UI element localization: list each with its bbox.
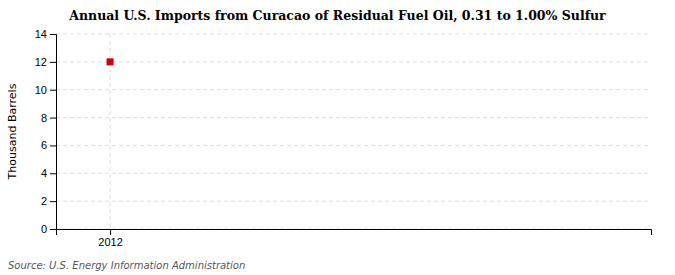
tick: 10 [35,84,56,96]
marks [107,58,114,65]
tick-label: 8 [41,112,47,124]
axis-line [57,230,652,236]
title: Annual U.S. Imports from Curacao of Resi… [68,8,606,23]
x-axis: 2012 [57,229,652,248]
tick-label: 0 [41,223,47,235]
tick: 12 [35,56,56,68]
plot: 2012 0 2 4 6 8 10 12 14 [35,28,652,248]
y-axis-title: Thousand Barrels [6,83,19,180]
tick-mark [50,34,56,35]
tick-label: 12 [35,56,47,68]
y-axis: 0 2 4 6 8 10 12 14 [35,28,57,235]
tick-mark [50,90,56,91]
tick-mark [50,173,56,174]
source-note: Source: U.S. Energy Information Administ… [8,260,245,271]
tick-mark [50,201,56,202]
grid-line [56,117,651,118]
grid [56,34,651,229]
tick: 0 [41,223,56,235]
tick-label: 4 [41,167,47,179]
tick-label: 6 [41,139,47,151]
grid-line [56,201,651,202]
tick: 2012 [98,229,122,248]
point [107,58,114,65]
tick-mark [50,118,56,119]
grid-line [56,61,651,62]
tick-mark [50,229,56,230]
chart: 2012 0 2 4 6 8 10 12 14 Annual U.S. Imports from … [0,0,675,275]
grid-line [56,34,651,35]
tick: 8 [41,112,56,124]
tick-mark [110,229,111,235]
grid-line [56,89,651,90]
tick-label: 10 [35,84,47,96]
grid-line [56,145,651,146]
tick-label: 2012 [98,236,122,248]
tick-label: 2 [41,195,47,207]
tick: 6 [41,139,56,151]
axis-line [50,35,57,230]
tick-mark [50,145,56,146]
tick: 2 [41,195,56,207]
tick: 4 [41,167,56,179]
tick-label: 14 [35,28,47,40]
tick: 14 [35,28,56,40]
tick-mark [50,62,56,63]
grid-line [56,173,651,174]
